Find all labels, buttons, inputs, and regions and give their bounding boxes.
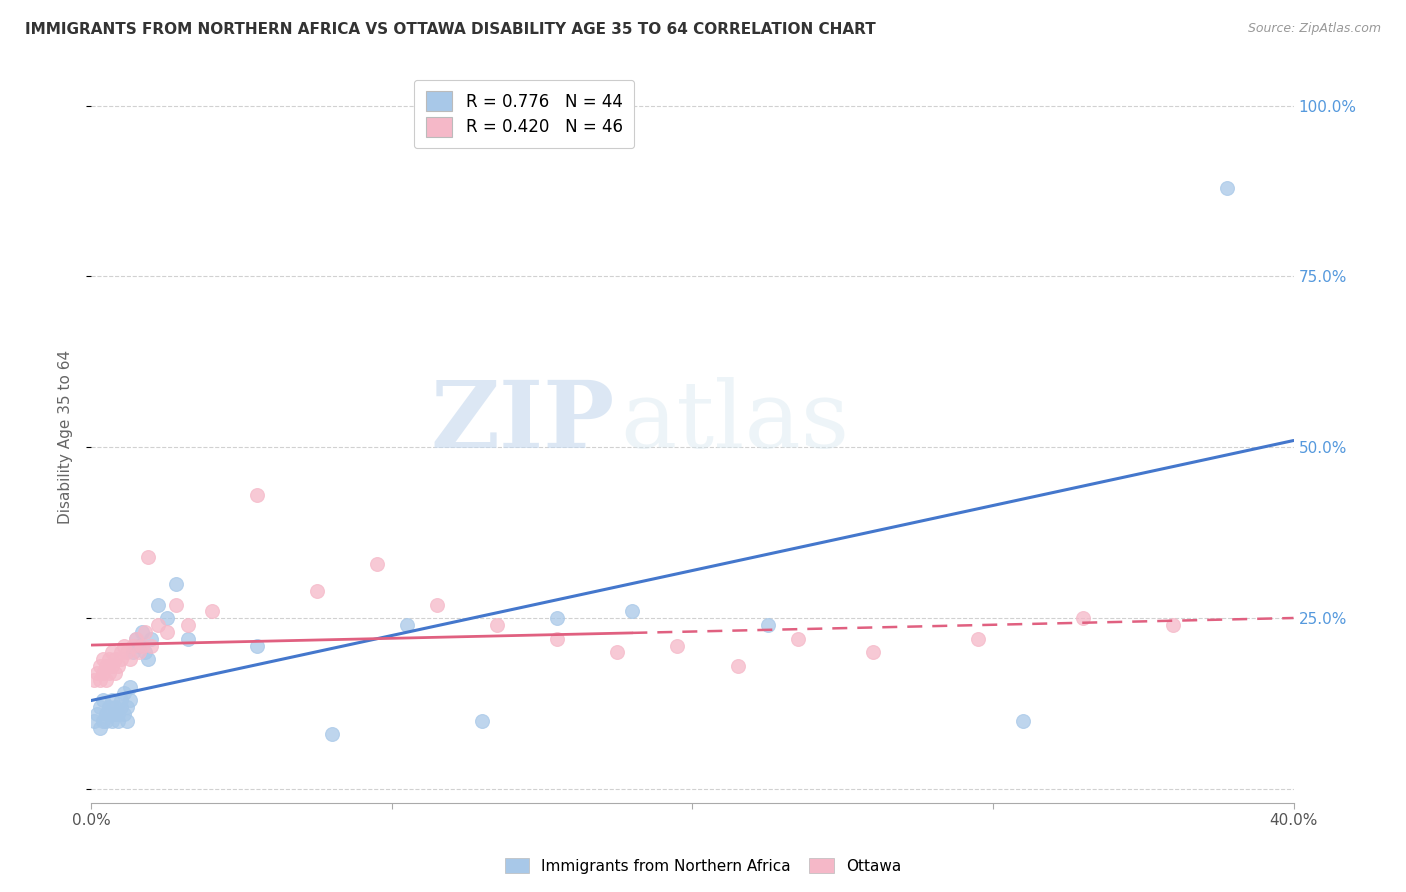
Point [117, 645, 139, 659]
Point [138, 549, 160, 564]
Point [862, 645, 884, 659]
Point [146, 598, 169, 612]
Point [96, 714, 118, 728]
Point [131, 639, 153, 653]
Point [165, 577, 187, 591]
Point [1161, 618, 1184, 632]
Point [114, 686, 136, 700]
Point [107, 714, 129, 728]
Point [120, 652, 142, 666]
Point [104, 652, 127, 666]
Point [666, 639, 689, 653]
Point [107, 706, 129, 721]
Point [146, 618, 169, 632]
Point [305, 583, 328, 598]
Point [155, 611, 177, 625]
Point [104, 665, 127, 680]
Point [98, 700, 121, 714]
Legend: Immigrants from Northern Africa, Ottawa: Immigrants from Northern Africa, Ottawa [499, 852, 907, 880]
Point [83, 714, 105, 728]
Point [89, 721, 111, 735]
Point [128, 645, 150, 659]
Point [122, 645, 145, 659]
Point [101, 714, 124, 728]
Point [756, 618, 779, 632]
Point [96, 659, 118, 673]
Point [426, 598, 449, 612]
Point [141, 632, 163, 646]
Point [83, 673, 105, 687]
Text: atlas: atlas [620, 377, 849, 467]
Y-axis label: Disability Age 35 to 64: Disability Age 35 to 64 [58, 350, 73, 524]
Point [621, 604, 644, 618]
Point [104, 706, 127, 721]
Point [246, 488, 269, 502]
Legend: R = 0.776   N = 44, R = 0.420   N = 46: R = 0.776 N = 44, R = 0.420 N = 46 [413, 79, 634, 148]
Point [486, 618, 509, 632]
Point [128, 639, 150, 653]
Point [395, 618, 418, 632]
Point [246, 639, 269, 653]
Point [114, 639, 136, 653]
Point [93, 714, 115, 728]
Point [125, 632, 148, 646]
Point [546, 632, 568, 646]
Point [89, 673, 111, 687]
Point [727, 659, 749, 673]
Point [120, 680, 142, 694]
Point [120, 693, 142, 707]
Point [125, 632, 148, 646]
Point [93, 665, 115, 680]
Point [89, 700, 111, 714]
Point [546, 611, 568, 625]
Point [1012, 714, 1035, 728]
Point [98, 665, 121, 680]
Point [96, 673, 118, 687]
Point [117, 700, 139, 714]
Point [98, 706, 121, 721]
Point [141, 639, 163, 653]
Point [138, 652, 160, 666]
Point [110, 645, 132, 659]
Point [114, 706, 136, 721]
Point [107, 659, 129, 673]
Point [110, 700, 132, 714]
Point [110, 693, 132, 707]
Point [101, 693, 124, 707]
Point [1216, 180, 1239, 194]
Point [155, 624, 177, 639]
Text: ZIP: ZIP [430, 377, 614, 467]
Point [201, 604, 224, 618]
Point [131, 624, 153, 639]
Point [967, 632, 990, 646]
Point [117, 714, 139, 728]
Point [165, 598, 187, 612]
Text: IMMIGRANTS FROM NORTHERN AFRICA VS OTTAWA DISABILITY AGE 35 TO 64 CORRELATION CH: IMMIGRANTS FROM NORTHERN AFRICA VS OTTAW… [25, 22, 876, 37]
Point [134, 645, 156, 659]
Point [89, 659, 111, 673]
Point [101, 645, 124, 659]
Text: Source: ZipAtlas.com: Source: ZipAtlas.com [1247, 22, 1381, 36]
Point [98, 652, 121, 666]
Point [110, 652, 132, 666]
Point [471, 714, 494, 728]
Point [1071, 611, 1094, 625]
Point [104, 700, 127, 714]
Point [366, 557, 388, 571]
Point [606, 645, 628, 659]
Point [321, 727, 343, 741]
Point [93, 693, 115, 707]
Point [786, 632, 808, 646]
Point [86, 706, 108, 721]
Point [96, 706, 118, 721]
Point [86, 665, 108, 680]
Point [176, 618, 198, 632]
Point [176, 632, 198, 646]
Point [134, 624, 156, 639]
Point [101, 659, 124, 673]
Point [122, 639, 145, 653]
Point [93, 652, 115, 666]
